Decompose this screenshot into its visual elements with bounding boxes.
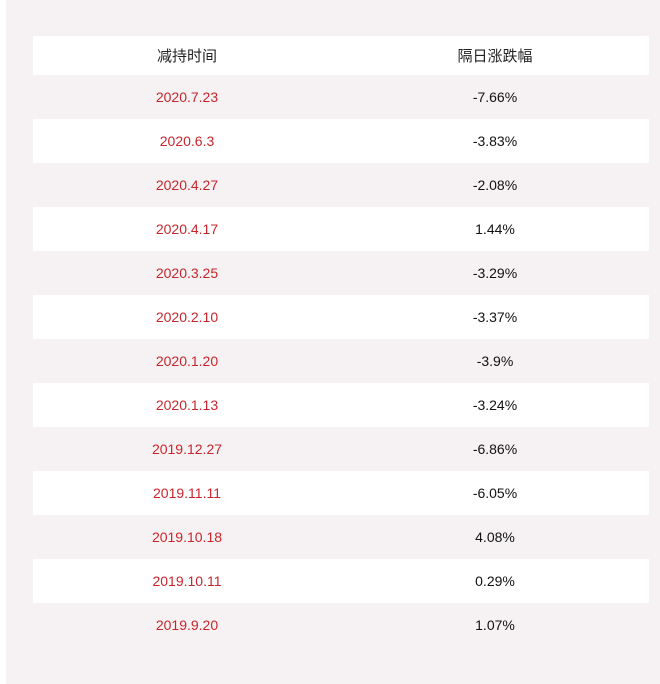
next-day-change-cell: 0.29%: [475, 573, 515, 589]
header-next-day-change: 隔日涨跌幅: [457, 48, 533, 65]
table-row: 2020.4.27 -2.08%: [33, 163, 649, 207]
next-day-change-cell: -3.83%: [472, 133, 518, 149]
table-panel: 减持时间 隔日涨跌幅 2020.7.23 -7.66% 2020.6.3 -3.…: [6, 0, 660, 684]
table-row: 2020.6.3 -3.83%: [33, 119, 649, 163]
next-day-change-cell: -3.37%: [472, 309, 518, 325]
reduction-date-cell: 2020.4.27: [155, 177, 219, 193]
header-reduction-date: 减持时间: [156, 48, 217, 65]
next-day-change-cell: -6.86%: [472, 441, 518, 457]
table-row: 2020.2.10 -3.37%: [33, 295, 649, 339]
next-day-change-cell: -3.24%: [472, 397, 518, 413]
next-day-change-cell: -3.29%: [472, 265, 518, 281]
reduction-date-cell: 2020.6.3: [159, 133, 215, 149]
next-day-change-cell: 4.08%: [475, 529, 515, 545]
table-row: 2020.3.25 -3.29%: [33, 251, 649, 295]
reduction-date-cell: 2019.10.18: [151, 529, 223, 545]
table-row: 2019.9.20 1.07%: [33, 603, 649, 647]
table-header-row: 减持时间 隔日涨跌幅: [33, 36, 649, 75]
reduction-table: 减持时间 隔日涨跌幅 2020.7.23 -7.66% 2020.6.3 -3.…: [33, 36, 649, 647]
next-day-change-cell: -2.08%: [472, 177, 518, 193]
reduction-date-cell: 2019.10.11: [152, 573, 222, 589]
table-row: 2019.12.27 -6.86%: [33, 427, 649, 471]
table-row: 2019.11.11 -6.05%: [33, 471, 649, 515]
reduction-date-cell: 2019.11.11: [153, 485, 221, 501]
next-day-change-cell: 1.07%: [475, 617, 515, 633]
table-row: 2020.7.23 -7.66%: [33, 75, 649, 119]
reduction-date-cell: 2020.7.23: [155, 89, 219, 105]
table-row: 2019.10.11 0.29%: [33, 559, 649, 603]
next-day-change-cell: -7.66%: [472, 89, 518, 105]
next-day-change-cell: -6.05%: [472, 485, 518, 501]
reduction-date-cell: 2019.12.27: [151, 441, 223, 457]
next-day-change-cell: 1.44%: [475, 221, 515, 237]
table-row: 2020.4.17 1.44%: [33, 207, 649, 251]
reduction-date-cell: 2020.1.13: [155, 397, 219, 413]
reduction-date-cell: 2020.3.25: [155, 265, 219, 281]
table-row: 2020.1.20 -3.9%: [33, 339, 649, 383]
reduction-date-cell: 2020.1.20: [155, 353, 219, 369]
reduction-date-cell: 2020.4.17: [155, 221, 219, 237]
next-day-change-cell: -3.9%: [476, 353, 514, 369]
reduction-date-cell: 2019.9.20: [155, 617, 219, 633]
table-row: 2019.10.18 4.08%: [33, 515, 649, 559]
reduction-date-cell: 2020.2.10: [155, 309, 219, 325]
table-row: 2020.1.13 -3.24%: [33, 383, 649, 427]
